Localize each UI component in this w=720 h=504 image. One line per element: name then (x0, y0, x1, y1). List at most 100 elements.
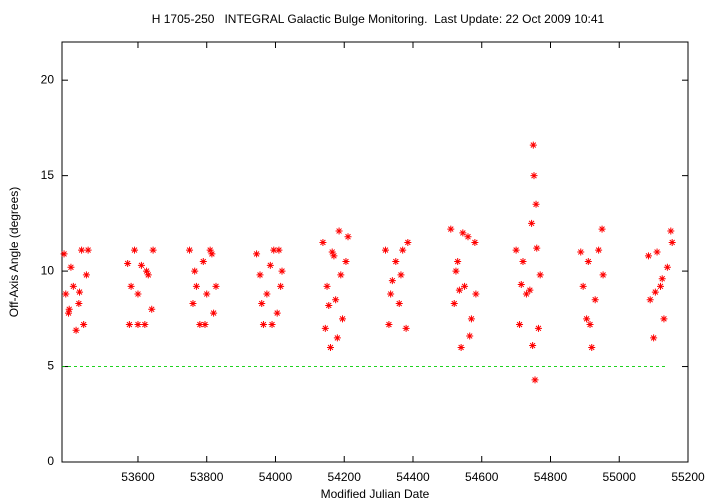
point (256, 271, 264, 279)
y-tick-label: 20 (41, 72, 55, 86)
point (595, 246, 603, 254)
point (464, 233, 472, 241)
point (529, 342, 537, 350)
point (72, 326, 80, 334)
x-tick-label: 53600 (121, 470, 155, 484)
point (192, 282, 200, 290)
point (82, 271, 90, 279)
point (278, 267, 286, 275)
point (533, 244, 541, 252)
point (530, 172, 538, 180)
point (212, 282, 220, 290)
point (199, 258, 207, 266)
point (326, 343, 334, 351)
point (455, 286, 463, 294)
x-tick-label: 54400 (396, 470, 430, 484)
point (651, 288, 659, 296)
point (134, 290, 142, 298)
point (583, 315, 591, 323)
point (516, 321, 524, 329)
point (332, 296, 340, 304)
point (512, 246, 520, 254)
point (206, 246, 214, 254)
point (461, 282, 469, 290)
point (466, 332, 474, 340)
point (321, 324, 329, 332)
x-tick-label: 55000 (603, 470, 637, 484)
point (131, 246, 139, 254)
point (459, 229, 467, 237)
point (388, 277, 396, 285)
point (275, 246, 283, 254)
point (342, 258, 350, 266)
point (653, 248, 661, 256)
y-tick-label: 0 (47, 454, 54, 468)
x-axis-label: Modified Julian Date (321, 487, 430, 501)
point (65, 305, 73, 313)
point (526, 286, 534, 294)
point (263, 290, 271, 298)
point (270, 246, 278, 254)
point (663, 263, 671, 271)
point (325, 301, 333, 309)
point (75, 300, 83, 308)
point (586, 321, 594, 329)
point (387, 290, 395, 298)
point (450, 300, 458, 308)
point (67, 263, 75, 271)
point (531, 376, 539, 384)
point (577, 248, 585, 256)
point (266, 261, 274, 269)
point (144, 271, 152, 279)
point (148, 305, 156, 313)
y-tick-label: 10 (41, 263, 55, 277)
point (599, 271, 607, 279)
point (344, 233, 352, 241)
point (196, 321, 204, 329)
point (189, 300, 197, 308)
point (536, 271, 544, 279)
point (208, 250, 216, 258)
point (532, 200, 540, 208)
point (646, 296, 654, 304)
point (330, 252, 338, 260)
point (60, 250, 68, 258)
point (141, 321, 149, 329)
point (528, 219, 536, 227)
point (203, 290, 211, 298)
point (80, 321, 88, 329)
y-tick-label: 5 (47, 359, 54, 373)
point (534, 324, 542, 332)
point (452, 267, 460, 275)
y-tick-label: 15 (41, 168, 55, 182)
point (259, 321, 267, 329)
point (69, 282, 77, 290)
point (457, 343, 465, 351)
point (588, 343, 596, 351)
point (277, 282, 285, 290)
y-axis-label: Off-Axis Angle (degrees) (7, 187, 21, 318)
point (328, 248, 336, 256)
point (78, 246, 86, 254)
point (467, 315, 475, 323)
point (454, 258, 462, 266)
point (201, 321, 209, 329)
point (319, 238, 327, 246)
point (522, 290, 530, 298)
point (268, 321, 276, 329)
point (186, 246, 194, 254)
x-tick-label: 53800 (190, 470, 224, 484)
point (191, 267, 199, 275)
point (472, 290, 480, 298)
point (584, 258, 592, 266)
x-tick-label: 55200 (671, 470, 705, 484)
x-tick-label: 54000 (259, 470, 293, 484)
point (127, 282, 135, 290)
point (253, 250, 261, 258)
point (667, 227, 675, 235)
point (447, 225, 455, 233)
point (471, 238, 479, 246)
point (660, 315, 668, 323)
